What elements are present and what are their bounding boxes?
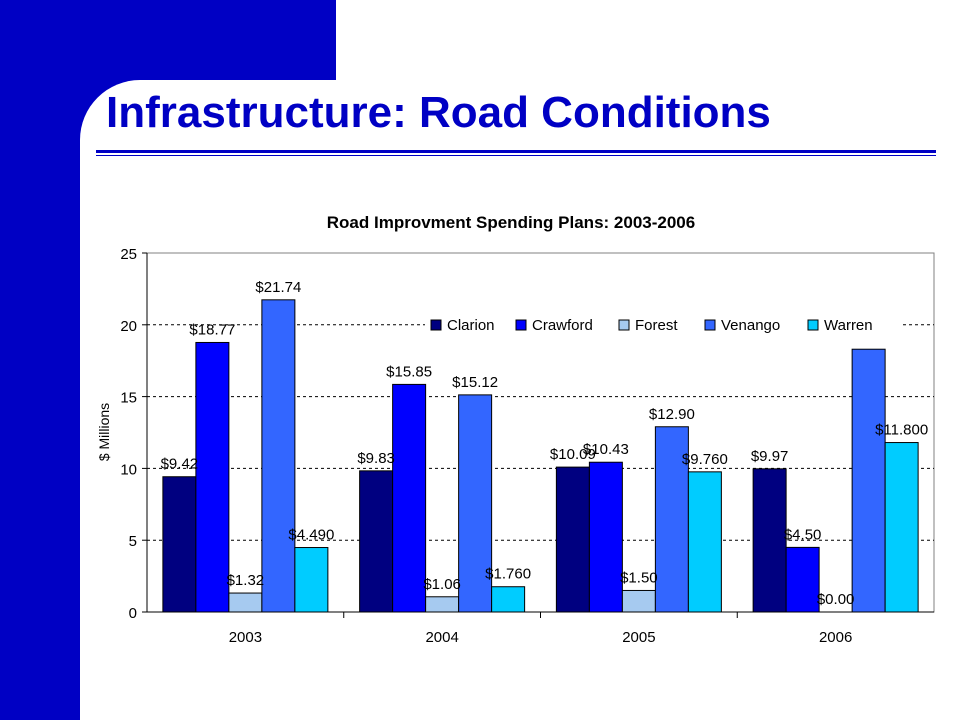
bars (162, 299, 919, 613)
bar (588, 461, 623, 613)
chart-title: Road Improvment Spending Plans: 2003-200… (327, 213, 695, 232)
slide-title: Infrastructure: Road Conditions (106, 88, 771, 137)
data-label: $1.32 (227, 572, 265, 589)
legend-label: Crawford (532, 317, 593, 334)
legend-swatch (807, 319, 819, 331)
bar (228, 592, 263, 613)
axes: 0 5 10 15 20 25 2003 2004 2005 2006 (120, 246, 934, 646)
y-tick-label: 0 (129, 605, 137, 622)
data-label: $9.42 (161, 456, 199, 473)
title-underline-thin (96, 155, 936, 156)
legend-swatch (430, 319, 442, 331)
top-accent-band (80, 0, 336, 80)
y-tick-label: 5 (129, 533, 137, 550)
x-tick-label: 2004 (425, 629, 458, 646)
bar (555, 466, 590, 613)
data-label: $4.50 (784, 526, 822, 543)
bar (359, 470, 394, 613)
bar (687, 471, 722, 613)
data-label: $12.90 (649, 406, 695, 423)
data-label: $15.85 (386, 363, 432, 380)
data-labels: $9.42 $18.77 $1.32 $21.74 $4.490 $9.83 $15.85 $… (161, 279, 929, 608)
data-label: $10.09 (550, 446, 596, 463)
bar (851, 348, 886, 613)
bar (491, 586, 526, 613)
data-label: $0.00 (817, 591, 855, 608)
accent-band-corner (80, 80, 140, 140)
bar (294, 547, 329, 613)
bar (425, 596, 460, 613)
x-tick-label: 2003 (229, 629, 262, 646)
legend-background (425, 312, 900, 338)
x-tick-label: 2006 (819, 629, 852, 646)
bar (621, 589, 656, 613)
legend-label: Clarion (447, 317, 495, 334)
data-label: $21.74 (255, 279, 301, 296)
legend-swatch (515, 319, 527, 331)
data-label: $4.490 (288, 527, 334, 544)
left-accent-band (0, 0, 80, 720)
data-label: $1.06 (423, 576, 461, 593)
y-tick-label: 20 (120, 318, 137, 335)
y-tick-label: 15 (120, 390, 137, 407)
data-label: $18.77 (189, 321, 235, 338)
data-label: $9.760 (682, 451, 728, 468)
data-label: $1.50 (620, 569, 658, 586)
bar (392, 383, 427, 613)
bar-chart: Road Improvment Spending Plans: 2003-200… (96, 213, 935, 646)
bar (884, 442, 919, 613)
y-tick-label: 25 (120, 246, 137, 263)
data-label: $11.800 (875, 422, 928, 439)
y-axis-label: $ Millions (96, 403, 112, 461)
x-tick-label: 2005 (622, 629, 655, 646)
legend: Clarion Crawford Forest Venango Warren (425, 312, 900, 338)
legend-label: Forest (635, 317, 678, 334)
y-tick-label: 10 (120, 461, 137, 478)
bar (752, 468, 787, 613)
bar (162, 476, 197, 613)
data-label: $1.760 (485, 566, 531, 583)
data-label: $9.97 (751, 448, 789, 465)
bar (785, 546, 820, 613)
bar (261, 299, 296, 613)
data-label: $10.43 (583, 441, 629, 458)
legend-label: Venango (721, 317, 780, 334)
legend-label: Warren (824, 317, 873, 334)
data-label: $15.12 (452, 374, 498, 391)
data-label: $9.83 (357, 450, 395, 467)
legend-swatch (704, 319, 716, 331)
bar (195, 341, 230, 613)
bar (458, 394, 493, 613)
title-underline-thick (96, 150, 936, 153)
legend-swatch (618, 319, 630, 331)
